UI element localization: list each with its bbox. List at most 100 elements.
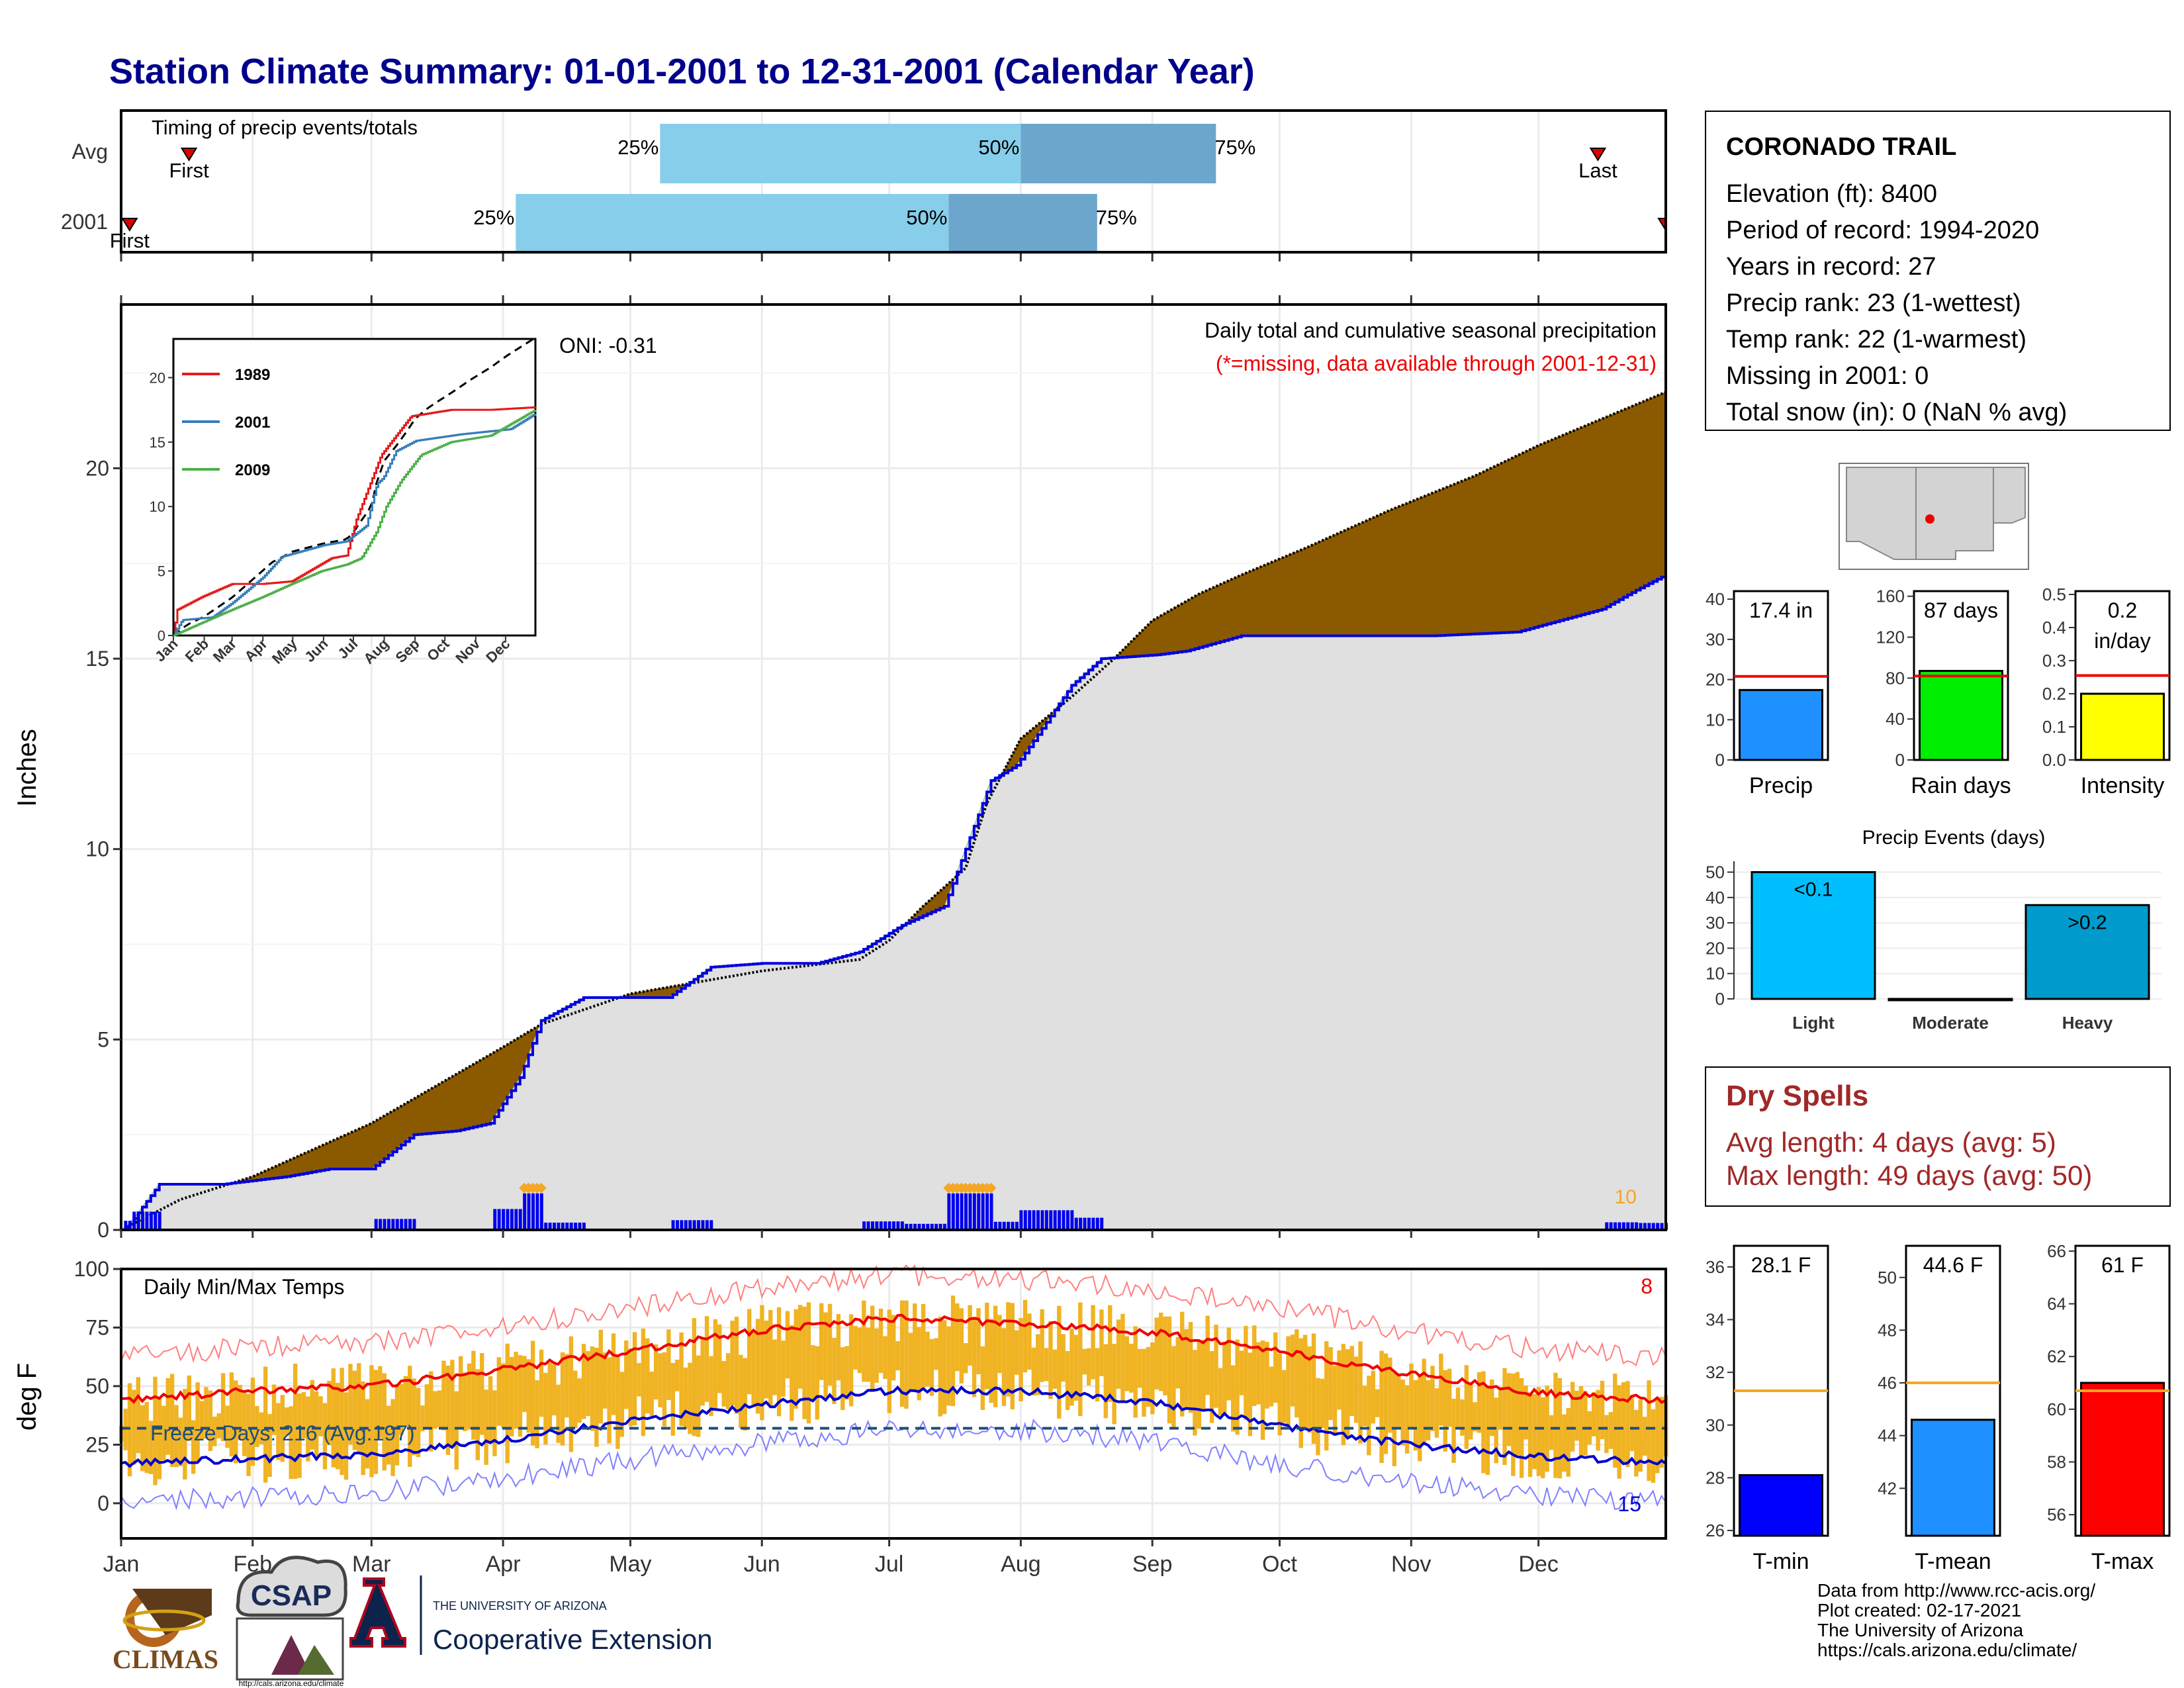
events-tick-label: 10 — [1706, 964, 1725, 984]
month-tick-label: Dec — [1518, 1552, 1558, 1577]
timing-panel: 25% 50% 75% First Last 25% 50% 75% First Last Tim… — [61, 109, 1667, 305]
temp-panel: Daily Min/Max Temps Freeze Days: 216 (Av… — [13, 1257, 1668, 1540]
inset-y-tick-label: 0 — [158, 628, 165, 644]
daily-temp-bar — [1120, 1313, 1125, 1403]
daily-temp-bar — [1413, 1380, 1418, 1451]
inset-series-2009 — [173, 410, 537, 637]
daily-temp-bar — [1065, 1350, 1070, 1411]
daily-temp-bar — [1430, 1366, 1435, 1431]
daily-temp-bar — [700, 1338, 705, 1406]
daily-temp-bar — [1566, 1408, 1570, 1477]
daily-temp-bar — [1481, 1371, 1486, 1474]
tmin-tick-label: 34 — [1706, 1309, 1725, 1329]
daily-precip-bar — [692, 1220, 696, 1230]
daily-temp-bar — [1604, 1415, 1609, 1454]
daily-temp-bar — [250, 1378, 255, 1466]
temp-y-tick-label: 100 — [74, 1257, 109, 1281]
daily-temp-bar — [1311, 1333, 1316, 1444]
daily-temp-bar — [670, 1362, 675, 1436]
daily-precip-bar — [887, 1221, 891, 1230]
daily-precip-bar — [951, 1193, 955, 1230]
daily-temp-bar — [785, 1311, 790, 1379]
daily-temp-bar — [666, 1329, 671, 1400]
month-tick-label: Jan — [103, 1552, 140, 1577]
tmean-axis-label: T-mean — [1915, 1549, 1991, 1574]
daily-temp-bar — [878, 1308, 884, 1374]
daily-temp-bar — [853, 1326, 858, 1370]
daily-precip-bar — [879, 1221, 883, 1230]
daily-precip-bar — [565, 1222, 569, 1230]
daily-temp-bar — [1302, 1335, 1308, 1428]
timing-bar-early — [660, 124, 1021, 183]
daily-precip-bar — [128, 1221, 132, 1230]
rain-days-tick-label: 40 — [1886, 709, 1905, 729]
daily-precip-bar — [1028, 1210, 1032, 1230]
daily-temp-bar — [475, 1369, 480, 1460]
daily-temp-bar — [1184, 1329, 1189, 1409]
station-marker — [1925, 514, 1934, 524]
daily-temp-bar — [790, 1325, 794, 1421]
daily-temp-bar — [1023, 1299, 1028, 1373]
station-years: Years in record: 27 — [1726, 253, 1936, 281]
events-category-label: Heavy — [2062, 1013, 2113, 1033]
timing-label-p50: 50% — [978, 136, 1019, 159]
precip-y-tick-label: 20 — [85, 456, 109, 480]
daily-temp-bar — [743, 1358, 747, 1431]
daily-temp-bar — [1418, 1374, 1422, 1462]
csap-url-text: http://cals.arizona.edu/climate — [239, 1679, 344, 1688]
daily-temp-bar — [127, 1383, 132, 1477]
csap-logo: CSAP http://cals.arizona.edu/climate — [236, 1556, 347, 1688]
daily-temp-bar — [725, 1353, 731, 1409]
page-title: Station Climate Summary: 01-01-2001 to 1… — [109, 52, 1255, 91]
daily-precip-bar — [985, 1193, 989, 1230]
daily-precip-bar — [497, 1209, 501, 1230]
daily-temp-bar — [832, 1338, 837, 1404]
daily-temp-bar — [1124, 1336, 1130, 1391]
daily-precip-bar — [412, 1219, 416, 1230]
daily-temp-bar — [768, 1309, 773, 1407]
daily-precip-bar — [905, 1223, 909, 1230]
inset-legend-label: 1989 — [235, 366, 270, 384]
cumulative-2001-fill — [121, 575, 1666, 1230]
inset-y-tick-label: 20 — [150, 369, 165, 386]
timing-bar-late — [1021, 124, 1216, 183]
hot-count-label: 8 — [1641, 1274, 1653, 1298]
daily-temp-bar — [1281, 1370, 1287, 1423]
temp-y-tick-label: 0 — [97, 1491, 109, 1515]
events-tick-label: 30 — [1706, 913, 1725, 933]
daily-temp-bar — [1256, 1342, 1261, 1405]
events-bar-moderate — [1888, 998, 2013, 1002]
daily-temp-bar — [1188, 1322, 1193, 1413]
daily-temp-bar — [1205, 1315, 1210, 1395]
daily-temp-bar — [1570, 1382, 1575, 1452]
daily-precip-bar — [892, 1221, 895, 1230]
daily-precip-bar — [379, 1219, 383, 1230]
ua-large-text: Cooperative Extension — [433, 1624, 713, 1655]
daily-temp-bar — [522, 1356, 527, 1413]
daily-precip-bar — [1095, 1217, 1099, 1230]
daily-temp-bar — [255, 1405, 259, 1448]
daily-temp-bar — [488, 1376, 493, 1444]
daily-precip-bar — [383, 1219, 387, 1230]
rain-days-tick-label: 0 — [1895, 750, 1905, 770]
rain-days-bar — [1919, 670, 2003, 761]
tmax-tick-label: 58 — [2047, 1452, 2066, 1472]
daily-temp-bar — [1634, 1409, 1639, 1477]
daily-temp-bar — [394, 1383, 400, 1466]
daily-precip-bar — [1605, 1222, 1609, 1230]
daily-temp-bar — [1146, 1346, 1151, 1407]
daily-temp-bar — [1014, 1330, 1019, 1375]
daily-temp-bar — [908, 1333, 913, 1391]
daily-temp-bar — [454, 1391, 459, 1470]
daily-precip-bar — [582, 1222, 586, 1230]
daily-temp-bar — [1574, 1390, 1579, 1441]
daily-temp-bar — [1625, 1381, 1630, 1468]
freeze-days-label: Freeze Days: 216 (Avg:197) — [150, 1421, 415, 1445]
daily-temp-bar — [739, 1354, 743, 1429]
daily-precip-bar — [913, 1223, 917, 1230]
daily-precip-bar — [1609, 1222, 1613, 1230]
precip-y-tick-label: 0 — [97, 1218, 109, 1242]
daily-precip-bar — [1656, 1223, 1660, 1230]
daily-precip-bar — [701, 1220, 705, 1230]
month-tick-label: Jul — [875, 1552, 903, 1577]
